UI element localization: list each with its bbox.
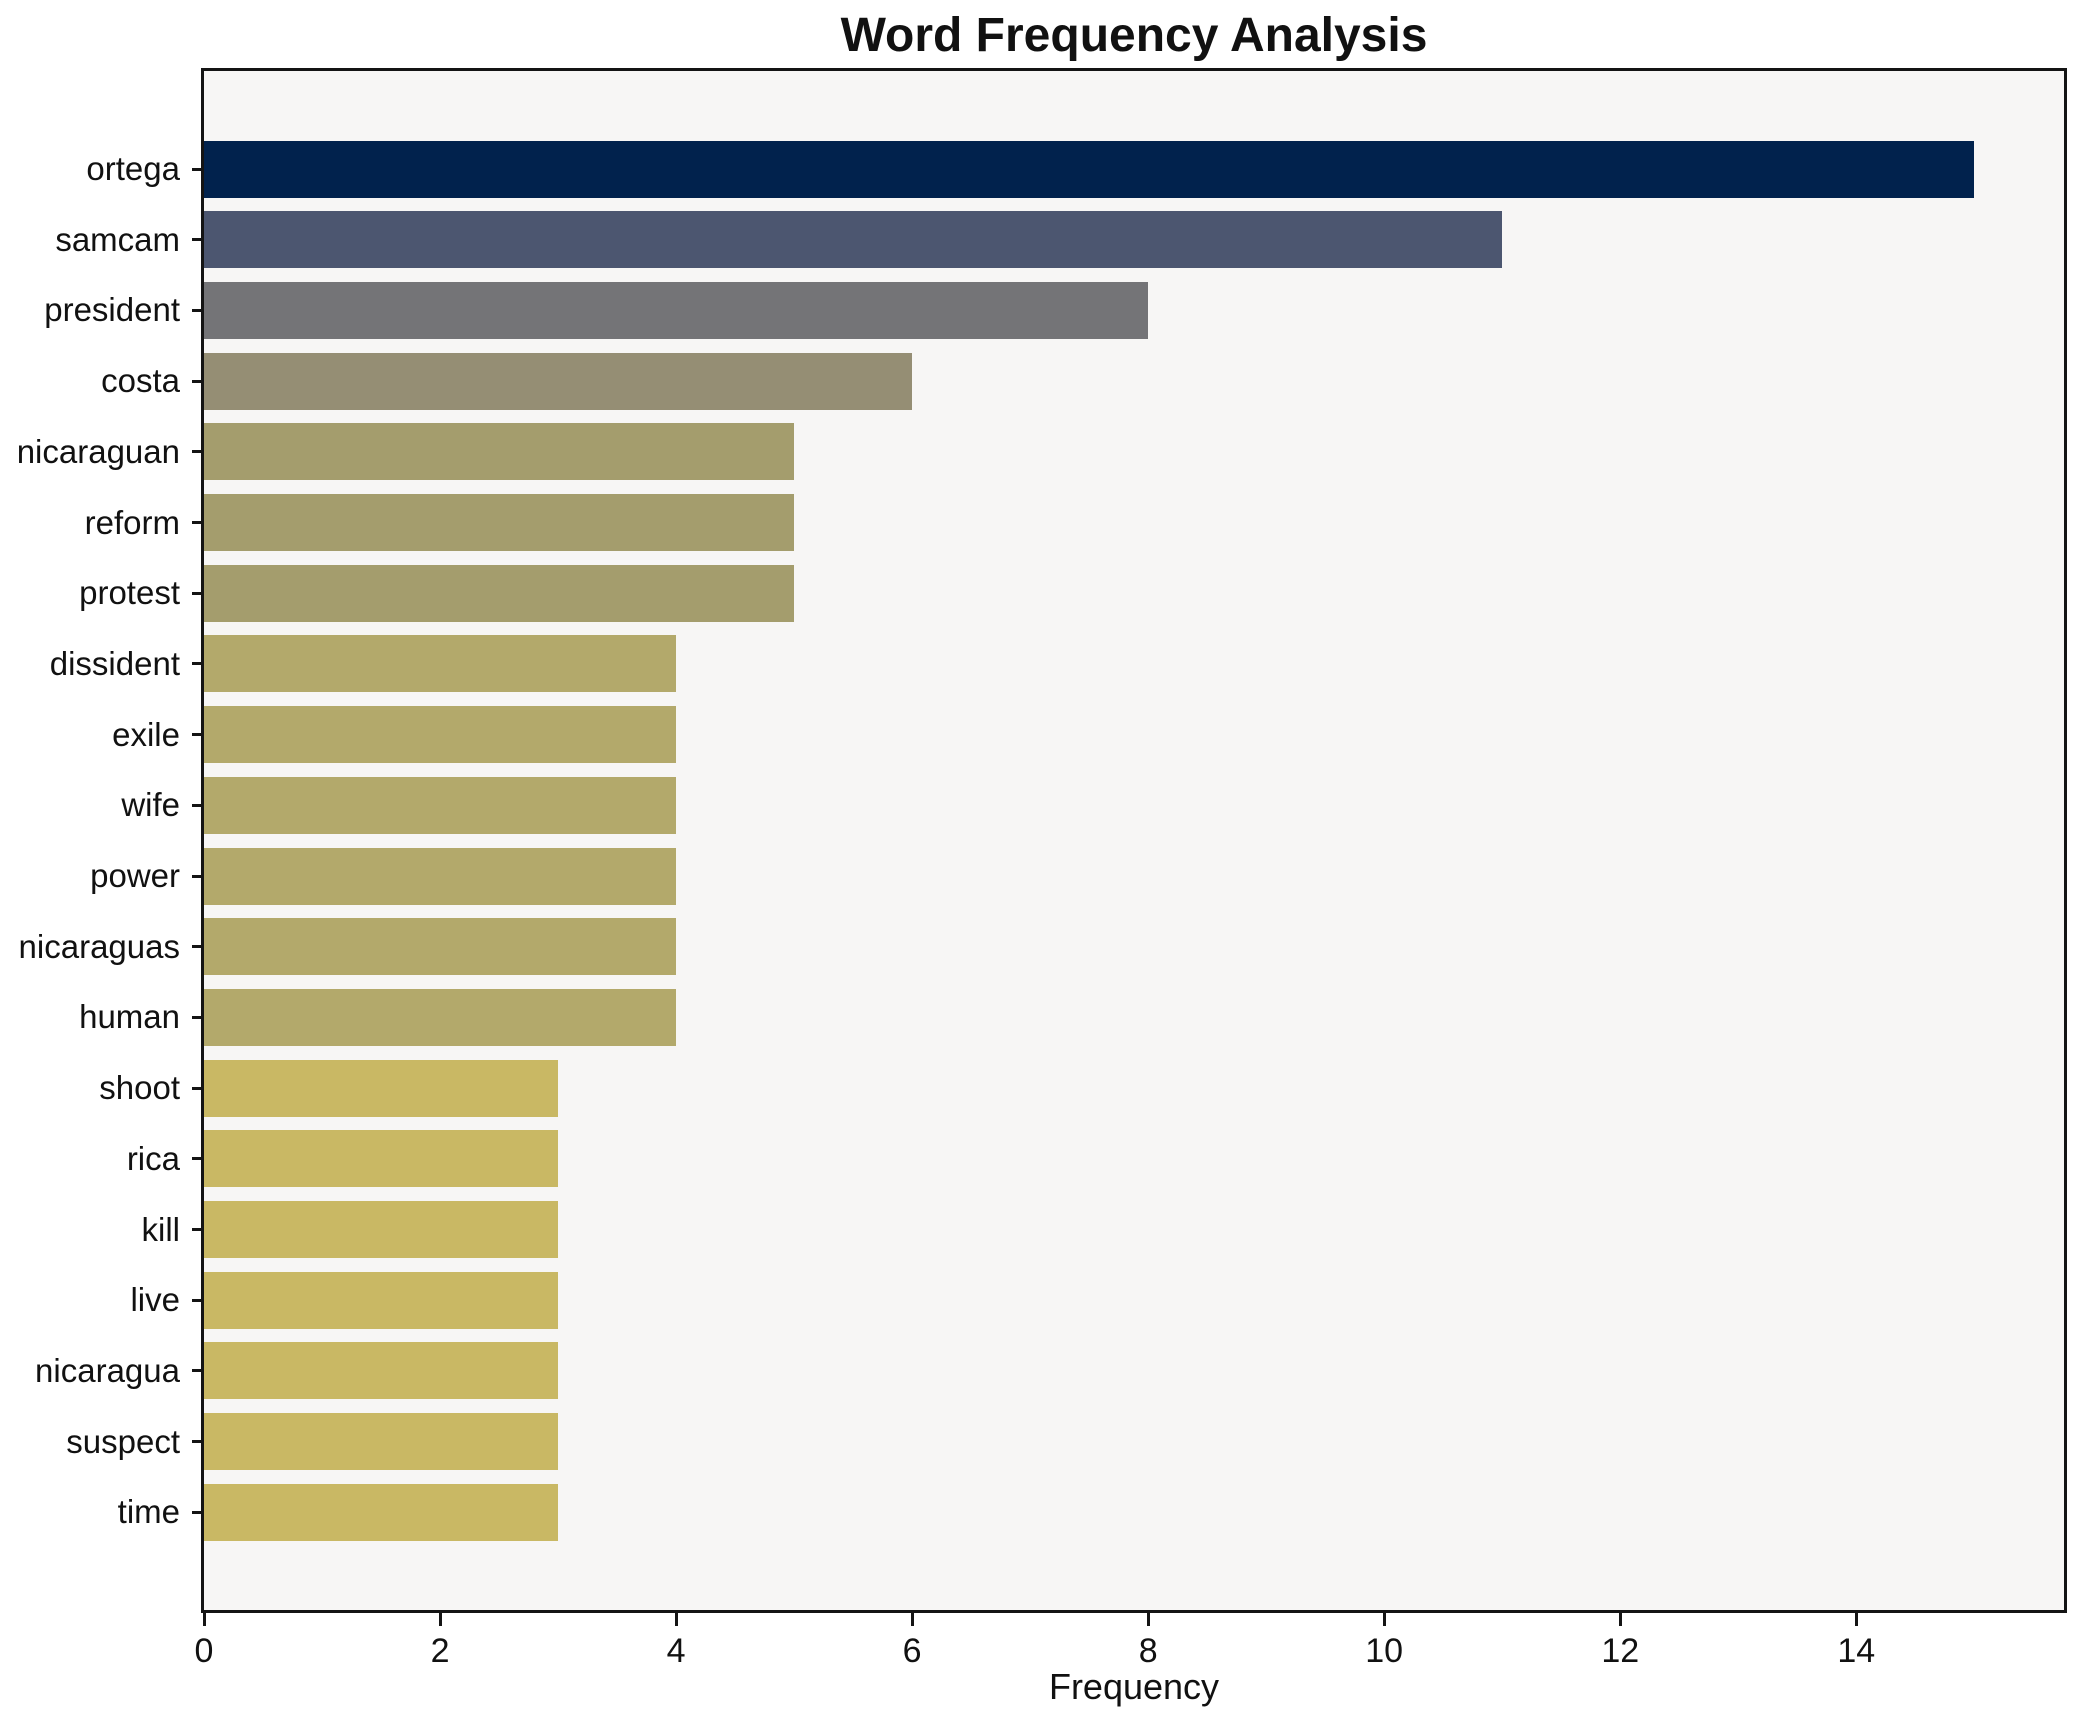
- bar-shoot: [204, 1059, 559, 1117]
- x-tick-mark: [1382, 1613, 1386, 1626]
- bar-human: [204, 988, 677, 1046]
- y-tick-mark: [192, 308, 204, 312]
- y-tick-label: rica: [126, 1139, 180, 1177]
- y-tick-label: ortega: [86, 150, 180, 187]
- x-tick-label: 4: [666, 1632, 686, 1670]
- x-tick-mark: [674, 1613, 678, 1626]
- bar-reform: [204, 494, 795, 551]
- y-tick-label: reform: [84, 503, 180, 541]
- y-tick-mark: [192, 1015, 204, 1019]
- bar-ortega: [204, 140, 1975, 198]
- bar-wife: [204, 776, 677, 834]
- x-tick-mark: [1146, 1613, 1150, 1626]
- bar-protest: [204, 564, 795, 622]
- y-tick-label: power: [90, 857, 180, 894]
- y-tick-label: president: [44, 291, 180, 329]
- y-tick-mark: [192, 1086, 204, 1090]
- y-tick-label: kill: [141, 1210, 181, 1248]
- y-tick-mark: [192, 874, 204, 878]
- bar-time: [204, 1483, 559, 1541]
- y-tick-mark: [192, 662, 204, 666]
- y-tick-mark: [192, 591, 204, 595]
- chart-title: Word Frequency Analysis: [840, 9, 1428, 62]
- bar-dissident: [204, 635, 677, 693]
- y-tick-mark: [192, 1510, 204, 1514]
- y-tick-label: human: [79, 998, 180, 1036]
- y-tick-label: exile: [112, 715, 180, 753]
- x-tick-mark: [1618, 1613, 1622, 1626]
- bar-nicaragua: [204, 1342, 559, 1400]
- bar-rica: [204, 1130, 559, 1188]
- y-tick-label: shoot: [99, 1069, 180, 1107]
- y-tick-mark: [192, 521, 204, 524]
- y-tick-mark: [192, 1298, 204, 1302]
- bar-suspect: [204, 1413, 559, 1471]
- y-tick-mark: [192, 945, 204, 949]
- y-tick-mark: [192, 450, 204, 454]
- bar-president: [204, 281, 1149, 339]
- x-tick-label: 0: [194, 1632, 214, 1670]
- x-tick-label: 10: [1365, 1632, 1404, 1670]
- bar-exile: [204, 706, 677, 764]
- x-tick-mark: [438, 1613, 442, 1626]
- x-tick-label: 2: [430, 1632, 450, 1670]
- bar-kill: [204, 1201, 559, 1258]
- bar-samcam: [204, 211, 1503, 269]
- y-tick-label: suspect: [66, 1422, 180, 1460]
- x-axis-label: Frequency: [1048, 1666, 1220, 1707]
- bar-costa: [204, 352, 913, 410]
- bar-power: [204, 847, 677, 905]
- y-tick-mark: [192, 379, 204, 383]
- y-tick-label: nicaragua: [35, 1351, 180, 1389]
- y-tick-mark: [192, 733, 204, 737]
- x-tick-mark: [202, 1613, 206, 1626]
- y-tick-mark: [192, 803, 204, 807]
- y-tick-label: samcam: [55, 220, 180, 258]
- x-tick-mark: [1854, 1613, 1858, 1626]
- y-tick-label: dissident: [49, 644, 180, 682]
- y-tick-label: costa: [101, 362, 180, 400]
- y-tick-label: nicaraguas: [18, 927, 180, 965]
- x-tick-mark: [910, 1613, 914, 1626]
- y-tick-label: time: [117, 1493, 180, 1531]
- y-tick-mark: [192, 167, 204, 171]
- bar-nicaraguan: [204, 423, 795, 481]
- x-tick-label: 8: [1138, 1632, 1158, 1670]
- y-tick-mark: [192, 1157, 204, 1161]
- y-tick-label: wife: [121, 786, 180, 824]
- x-tick-label: 6: [902, 1632, 922, 1670]
- bar-nicaraguas: [204, 918, 677, 976]
- x-tick-label: 14: [1837, 1632, 1876, 1670]
- y-tick-label: protest: [79, 574, 180, 612]
- y-tick-mark: [192, 238, 204, 242]
- bar-live: [204, 1271, 559, 1329]
- y-tick-mark: [192, 1228, 204, 1231]
- y-tick-label: nicaraguan: [16, 432, 180, 470]
- plot-area: [201, 68, 2067, 1613]
- y-tick-mark: [192, 1369, 204, 1373]
- y-tick-label: live: [130, 1281, 180, 1319]
- y-tick-mark: [192, 1440, 204, 1444]
- x-tick-label: 12: [1601, 1632, 1640, 1670]
